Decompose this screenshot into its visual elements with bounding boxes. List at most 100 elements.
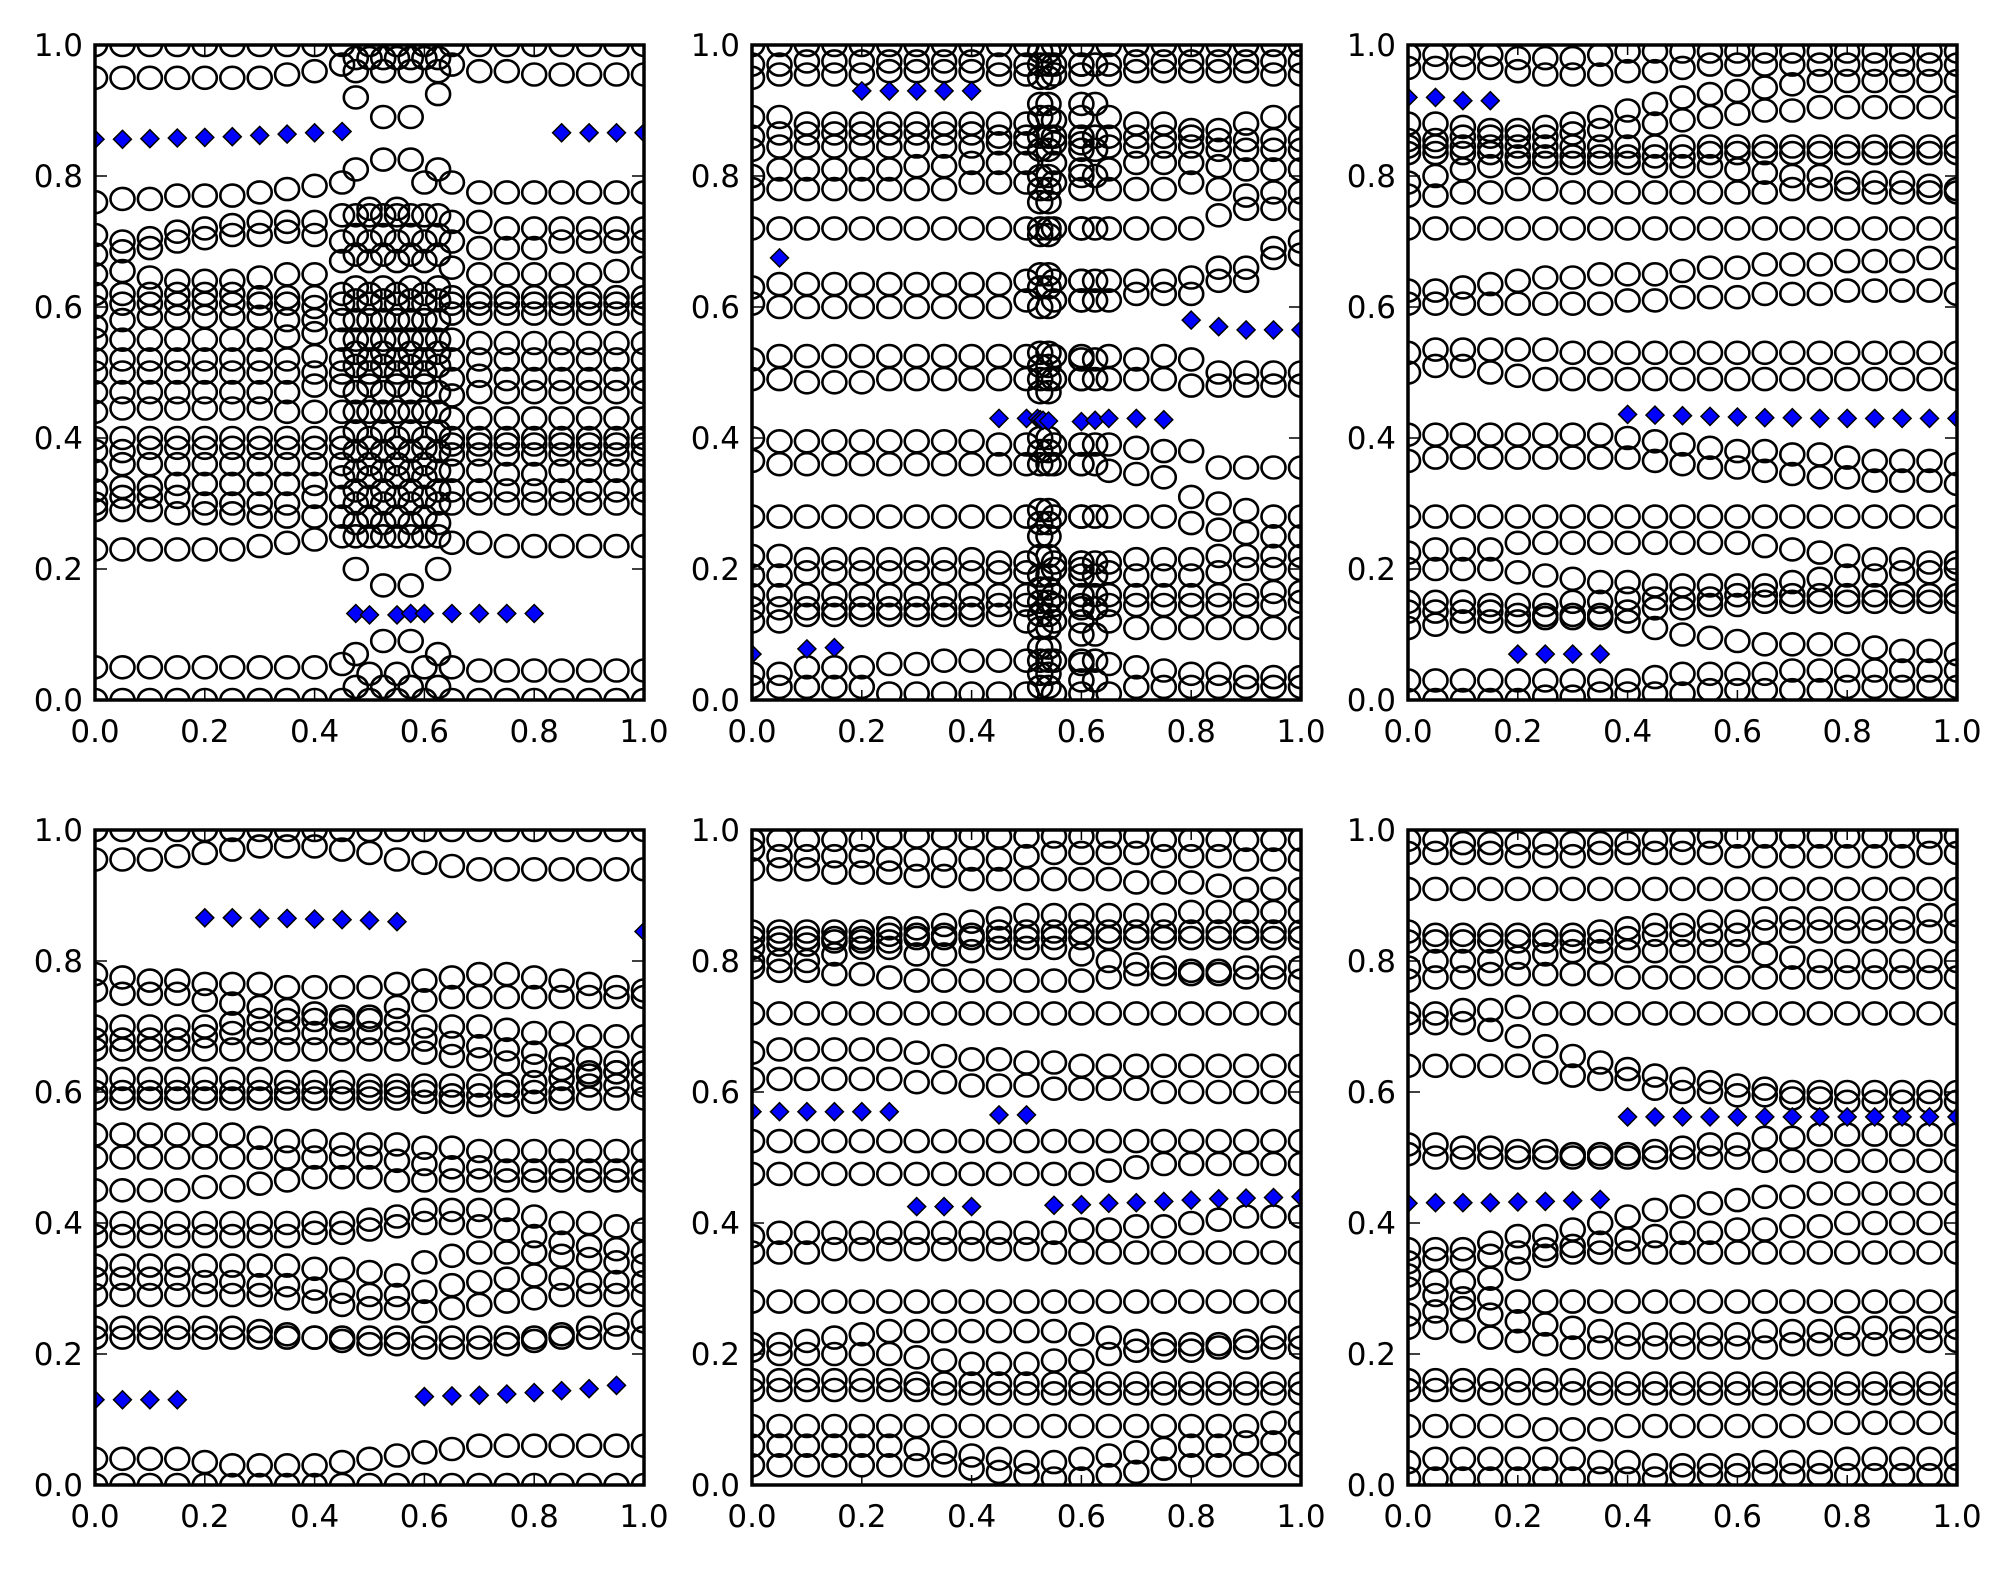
circle-marker	[793, 1377, 821, 1403]
circle-marker	[848, 830, 876, 853]
circle-marker	[1177, 1053, 1205, 1079]
circle-marker	[1943, 140, 1957, 166]
circle-marker	[438, 1073, 466, 1098]
circle-marker	[1068, 1446, 1095, 1472]
circle-marker	[1422, 556, 1449, 582]
circle-marker	[1040, 1371, 1068, 1396]
circle-marker	[903, 847, 931, 872]
circle-marker	[356, 45, 383, 71]
circle-marker	[766, 563, 793, 588]
circle-marker	[985, 550, 1013, 575]
circle-marker	[1724, 592, 1751, 618]
circle-marker	[793, 62, 821, 87]
circle-marker	[1724, 1289, 1751, 1314]
circle-marker	[1669, 830, 1696, 853]
circle-marker	[342, 510, 370, 536]
circle-marker	[465, 432, 493, 457]
circle-marker	[1943, 366, 1957, 392]
circle-marker	[1641, 664, 1669, 690]
circle-marker	[369, 458, 397, 484]
circle-marker	[1724, 1073, 1751, 1098]
circle-marker	[1422, 134, 1449, 159]
circle-marker	[1833, 658, 1861, 683]
circle-marker	[1232, 556, 1260, 582]
circle-marker	[328, 1210, 356, 1236]
circle-marker	[848, 121, 876, 146]
circle-marker	[1751, 843, 1779, 869]
circle-marker	[520, 216, 548, 241]
diamond-marker	[1644, 405, 1666, 426]
circle-marker	[1888, 1210, 1916, 1236]
circle-marker	[1833, 1148, 1861, 1174]
circle-marker	[1422, 668, 1449, 693]
circle-marker	[1035, 589, 1062, 615]
circle-marker	[520, 461, 548, 487]
circle-marker	[1586, 830, 1614, 856]
circle-marker	[301, 1220, 328, 1246]
circle-marker	[1861, 248, 1888, 274]
circle-marker	[273, 360, 301, 385]
circle-marker	[301, 1210, 328, 1236]
circle-marker	[630, 406, 644, 431]
circle-marker	[520, 856, 548, 882]
circle-marker	[1696, 1371, 1724, 1396]
circle-marker	[1449, 1466, 1477, 1485]
x-tick-label: 0.8	[1823, 1499, 1872, 1535]
circle-marker	[1943, 451, 1957, 477]
circle-marker	[383, 307, 411, 333]
circle-marker	[752, 1066, 766, 1092]
circle-marker	[1177, 150, 1205, 176]
circle-marker	[1408, 1276, 1422, 1301]
circle-marker	[985, 52, 1013, 77]
circle-marker	[1916, 582, 1943, 608]
circle-marker	[1724, 45, 1751, 64]
circle-marker	[1408, 170, 1422, 195]
circle-marker	[1888, 582, 1916, 608]
circle-marker	[1724, 628, 1751, 654]
circle-marker	[411, 1210, 438, 1236]
diamond-marker	[1480, 90, 1501, 111]
circle-marker	[1669, 108, 1696, 133]
circle-marker	[191, 1472, 219, 1485]
circle-marker	[1916, 1148, 1943, 1174]
x-tick-label: 0.0	[727, 714, 776, 750]
circle-marker	[465, 235, 493, 261]
circle-marker	[603, 425, 630, 451]
circle-marker	[1861, 68, 1888, 94]
circle-marker	[1449, 965, 1477, 990]
circle-marker	[1040, 268, 1068, 294]
circle-marker	[1888, 94, 1916, 120]
circle-marker	[1696, 661, 1724, 687]
circle-marker	[1177, 830, 1205, 853]
circle-marker	[246, 327, 274, 353]
circle-marker	[603, 406, 630, 431]
circle-marker	[1641, 1138, 1669, 1164]
circle-marker	[766, 1453, 793, 1478]
x-tick-label: 0.2	[180, 714, 229, 750]
circle-marker	[1040, 935, 1068, 961]
circle-marker	[930, 595, 958, 621]
circle-marker	[164, 1223, 191, 1249]
circle-marker	[1026, 576, 1054, 601]
circle-marker	[875, 582, 903, 608]
circle-marker	[95, 360, 109, 385]
circle-marker	[1779, 1449, 1806, 1475]
circle-marker	[383, 661, 411, 687]
circle-marker	[465, 478, 493, 503]
y-tick-label: 1.0	[34, 28, 83, 64]
circle-marker	[875, 595, 903, 621]
circle-marker	[848, 654, 876, 680]
circle-marker	[1641, 681, 1669, 700]
circle-marker	[1287, 127, 1301, 153]
circle-marker	[1477, 291, 1504, 317]
circle-marker	[246, 687, 273, 700]
diamond-marker	[1290, 1186, 1301, 1207]
axes-frame	[1406, 828, 1959, 1487]
circle-marker	[1614, 599, 1641, 624]
x-tick-label: 0.4	[290, 714, 339, 750]
circle-marker	[793, 369, 821, 395]
circle-marker	[1260, 45, 1287, 58]
circle-marker	[438, 1083, 466, 1108]
circle-marker	[1095, 458, 1123, 484]
y-tick-label: 0.0	[1347, 683, 1396, 719]
